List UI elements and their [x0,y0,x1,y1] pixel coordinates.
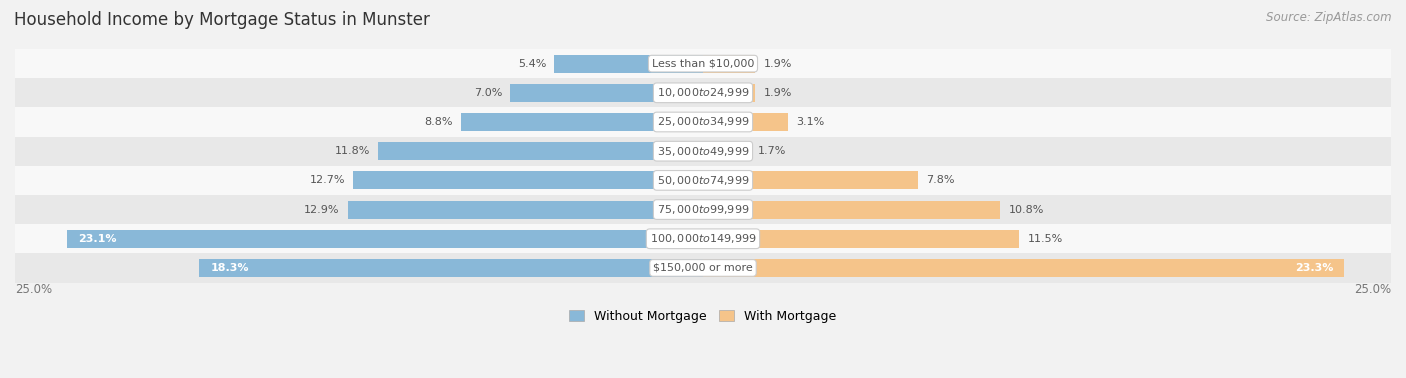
Text: 8.8%: 8.8% [425,117,453,127]
Text: $150,000 or more: $150,000 or more [654,263,752,273]
Bar [15,253,1391,282]
Text: $100,000 to $149,999: $100,000 to $149,999 [650,232,756,245]
Bar [349,200,703,218]
Bar [703,54,755,73]
Bar [378,142,703,160]
Bar [703,259,1344,277]
Text: 23.3%: 23.3% [1295,263,1333,273]
Bar [15,49,1391,78]
Bar [353,171,703,189]
Text: 25.0%: 25.0% [15,283,52,296]
Text: 25.0%: 25.0% [1354,283,1391,296]
Text: 12.9%: 12.9% [304,204,340,215]
Bar [703,84,755,102]
Text: 1.7%: 1.7% [758,146,786,156]
Text: 1.9%: 1.9% [763,59,792,69]
Bar [15,78,1391,107]
Text: Household Income by Mortgage Status in Munster: Household Income by Mortgage Status in M… [14,11,430,29]
Bar [67,230,703,248]
Bar [15,224,1391,253]
Text: Less than $10,000: Less than $10,000 [652,59,754,69]
Text: 7.0%: 7.0% [474,88,502,98]
Bar [703,200,1000,218]
Text: 12.7%: 12.7% [309,175,346,185]
Text: 11.8%: 11.8% [335,146,370,156]
Text: 23.1%: 23.1% [79,234,117,244]
Bar [15,195,1391,224]
Bar [703,113,789,131]
Bar [461,113,703,131]
Text: $35,000 to $49,999: $35,000 to $49,999 [657,145,749,158]
Bar [15,107,1391,136]
Bar [15,136,1391,166]
Text: $25,000 to $34,999: $25,000 to $34,999 [657,116,749,129]
Text: 11.5%: 11.5% [1028,234,1063,244]
Text: $50,000 to $74,999: $50,000 to $74,999 [657,174,749,187]
Bar [510,84,703,102]
Bar [703,230,1019,248]
Text: Source: ZipAtlas.com: Source: ZipAtlas.com [1267,11,1392,24]
Text: 5.4%: 5.4% [517,59,546,69]
Bar [703,142,749,160]
Text: $10,000 to $24,999: $10,000 to $24,999 [657,86,749,99]
Bar [554,54,703,73]
Text: 1.9%: 1.9% [763,88,792,98]
Bar [15,166,1391,195]
Text: $75,000 to $99,999: $75,000 to $99,999 [657,203,749,216]
Text: 18.3%: 18.3% [211,263,249,273]
Text: 3.1%: 3.1% [797,117,825,127]
Bar [200,259,703,277]
Text: 7.8%: 7.8% [927,175,955,185]
Legend: Without Mortgage, With Mortgage: Without Mortgage, With Mortgage [564,305,842,328]
Text: 10.8%: 10.8% [1008,204,1043,215]
Bar [703,171,918,189]
